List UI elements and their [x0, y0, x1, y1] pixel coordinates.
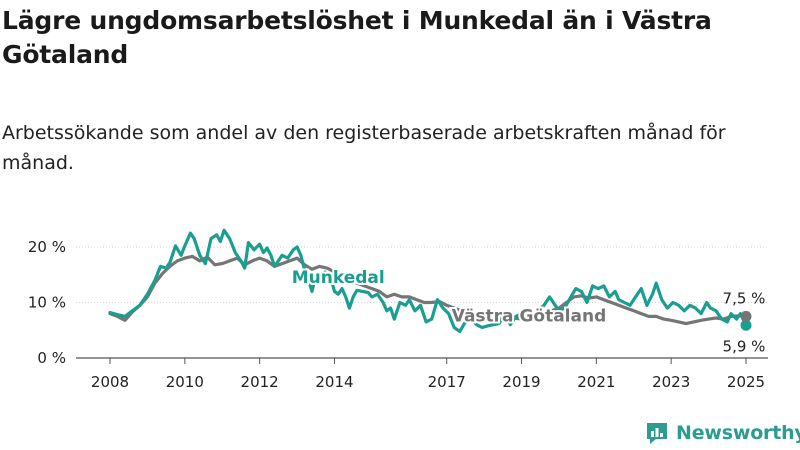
x-tick-label: 2023 — [652, 373, 690, 391]
end-point-vastra — [740, 310, 752, 322]
end-label-vastra: 7,5 % — [723, 289, 766, 307]
x-tick-label: 2010 — [166, 373, 204, 391]
y-tick-label: 20 % — [28, 238, 66, 256]
end-label-munkedal: 5,9 % — [723, 337, 766, 355]
chart-title: Lägre ungdomsarbetslöshet i Munkedal än … — [2, 6, 712, 69]
x-tick-label: 2019 — [502, 373, 540, 391]
x-tick-label: 2014 — [315, 373, 353, 391]
newsworthy-logo: Newsworthy — [644, 420, 800, 446]
y-tick-label: 10 % — [28, 294, 66, 312]
end-point-munkedal — [740, 319, 752, 331]
x-tick-label: 2008 — [91, 373, 129, 391]
series-line-vastra — [108, 254, 748, 326]
chart-subtitle: Arbetssökande som andel av den registerb… — [2, 122, 726, 174]
y-tick-label: 0 % — [37, 349, 66, 367]
x-tick-label: 2021 — [577, 373, 615, 391]
series-label-vastra: Västra Götaland — [452, 306, 607, 326]
series-line-munkedal — [108, 228, 748, 333]
x-tick-label: 2025 — [727, 373, 765, 391]
series-label-munkedal: Munkedal — [292, 268, 385, 288]
x-tick-label: 2017 — [428, 373, 466, 391]
x-tick-label: 2012 — [241, 373, 279, 391]
brand-name: Newsworthy — [676, 422, 800, 444]
newsworthy-icon — [647, 423, 667, 444]
